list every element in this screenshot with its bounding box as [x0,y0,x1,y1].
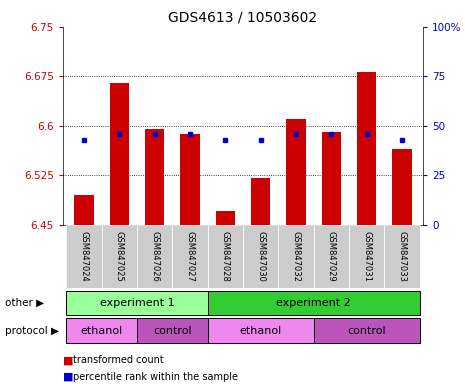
Bar [208,225,243,288]
Text: ■: ■ [63,355,73,365]
Bar [110,83,129,225]
Bar [208,318,313,343]
Text: GSM847027: GSM847027 [186,231,194,282]
Text: GSM847031: GSM847031 [362,231,371,282]
Bar [180,134,199,225]
Text: experiment 1: experiment 1 [100,298,174,308]
Text: GSM847024: GSM847024 [80,231,88,282]
Text: GSM847026: GSM847026 [150,231,159,282]
Text: GSM847028: GSM847028 [221,231,230,282]
Bar [357,72,376,225]
Text: GSM847029: GSM847029 [327,231,336,282]
Bar [74,195,93,225]
Bar [286,119,306,225]
Text: GSM847033: GSM847033 [398,231,406,282]
Text: percentile rank within the sample: percentile rank within the sample [73,372,239,382]
Bar [66,318,137,343]
Bar [313,225,349,288]
Bar [349,225,384,288]
Title: GDS4613 / 10503602: GDS4613 / 10503602 [168,10,318,24]
Bar [251,179,270,225]
Text: ethanol: ethanol [239,326,282,336]
Text: transformed count: transformed count [73,355,164,365]
Bar [322,132,341,225]
Bar [208,291,419,315]
Text: GSM847025: GSM847025 [115,231,124,282]
Text: GSM847030: GSM847030 [256,231,265,282]
Bar [145,129,164,225]
Text: ■: ■ [63,372,73,382]
Bar [173,225,208,288]
Bar [278,225,313,288]
Bar [66,291,208,315]
Bar [392,149,412,225]
Bar [216,212,235,225]
Bar [102,225,137,288]
Bar [66,225,102,288]
Bar [384,225,419,288]
Text: control: control [153,326,192,336]
Text: other ▶: other ▶ [5,298,44,308]
Bar [137,225,173,288]
Bar [313,318,419,343]
Bar [137,318,208,343]
Text: ethanol: ethanol [80,326,123,336]
Text: control: control [347,326,386,336]
Text: GSM847032: GSM847032 [292,231,300,282]
Text: protocol ▶: protocol ▶ [5,326,59,336]
Text: experiment 2: experiment 2 [276,298,351,308]
Bar [243,225,278,288]
